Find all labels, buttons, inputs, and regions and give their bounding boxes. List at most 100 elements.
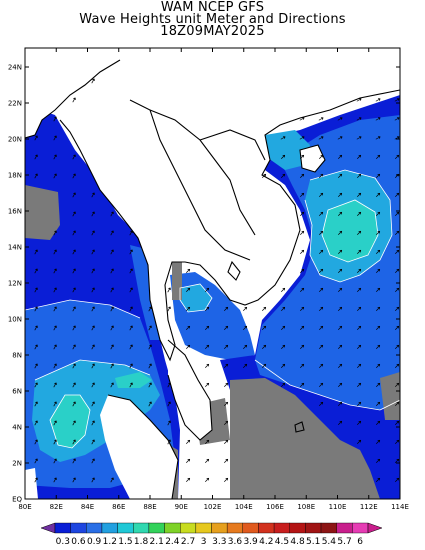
direction-arrow <box>167 420 171 426</box>
direction-arrow <box>375 458 381 464</box>
longitude-axis: 80E 82E 84E 86E 88E 90E 102E 104E 106E 108E 110E 11… <box>18 48 409 511</box>
direction-arrow <box>53 439 57 445</box>
direction-arrow <box>91 325 95 331</box>
direction-arrow <box>375 306 381 312</box>
direction-arrow <box>299 287 305 293</box>
land-mainland <box>60 48 400 360</box>
colorbar-label: 1.8 <box>134 537 149 547</box>
direction-arrow <box>148 401 152 407</box>
direction-arrow <box>53 363 57 369</box>
direction-arrow <box>394 136 400 140</box>
colorbar-swatch <box>195 522 212 534</box>
direction-arrow <box>72 439 76 445</box>
direction-arrow <box>91 439 95 445</box>
direction-arrow <box>261 363 267 369</box>
direction-arrow <box>129 363 133 369</box>
direction-arrow <box>318 306 324 312</box>
direction-arrow <box>375 98 381 102</box>
masked-ne <box>380 372 400 420</box>
colorbar-label: 1.2 <box>103 537 117 547</box>
direction-arrow <box>72 477 76 483</box>
lat-label: 18N <box>8 172 22 180</box>
direction-arrow <box>356 325 362 331</box>
direction-arrow <box>242 325 248 331</box>
direction-arrow <box>337 117 343 121</box>
direction-arrow <box>129 306 133 312</box>
direction-arrow <box>129 268 133 274</box>
colorbar-label: 3.6 <box>228 537 243 547</box>
direction-arrow <box>72 192 76 198</box>
direction-arrow <box>318 211 324 217</box>
ocean-west-peak <box>50 395 90 448</box>
colorbar-low-arrow <box>40 522 56 534</box>
land-sri-lanka <box>25 468 38 499</box>
direction-arrow <box>337 344 343 350</box>
direction-arrow <box>34 135 38 141</box>
direction-arrow <box>72 420 76 426</box>
colorbar-swatch <box>86 522 103 534</box>
direction-arrow <box>204 458 210 464</box>
direction-arrow <box>110 268 114 274</box>
direction-arrow <box>204 363 210 369</box>
direction-arrow <box>34 477 38 483</box>
direction-arrow <box>375 325 381 331</box>
colorbar-swatch <box>117 522 134 534</box>
direction-arrow <box>318 136 324 140</box>
direction-arrow <box>223 439 229 445</box>
direction-arrow <box>148 325 152 331</box>
ocean-hainan-high <box>265 130 310 170</box>
direction-arrow <box>110 249 114 255</box>
direction-arrow <box>356 401 362 407</box>
colorbar-label: 0.3 <box>56 537 70 547</box>
direction-arrow <box>394 439 400 445</box>
direction-arrow <box>204 344 210 350</box>
direction-arrow <box>53 401 57 407</box>
direction-arrow <box>299 249 305 255</box>
direction-arrow <box>318 173 324 179</box>
ocean-west-peak2 <box>115 372 152 388</box>
direction-arrow <box>299 173 305 179</box>
colorbar-swatch <box>101 522 118 534</box>
direction-arrow <box>91 363 95 369</box>
direction-arrow <box>129 344 133 350</box>
direction-arrow <box>261 306 267 312</box>
direction-arrow <box>34 401 38 407</box>
direction-arrow <box>72 97 76 103</box>
direction-arrow <box>356 98 362 102</box>
direction-arrow <box>337 136 343 140</box>
direction-arrow <box>299 136 305 140</box>
direction-arrow <box>356 363 362 369</box>
colorbar-swatch <box>133 522 150 534</box>
direction-arrow <box>53 344 57 350</box>
direction-arrow <box>337 173 343 179</box>
lon-label: 114E <box>391 503 409 511</box>
direction-arrow <box>337 268 343 274</box>
lat-label: 20N <box>8 136 22 144</box>
direction-arrow <box>356 382 362 388</box>
direction-arrow <box>53 306 57 312</box>
direction-arrow <box>185 344 191 350</box>
colorbar-swatch <box>164 522 181 534</box>
direction-arrow <box>91 192 95 198</box>
direction-arrow <box>318 268 324 274</box>
direction-arrow <box>394 458 400 464</box>
direction-arrow <box>356 439 362 445</box>
direction-arrow <box>280 363 286 369</box>
masked-gulf <box>172 262 182 300</box>
colorbar-swatch <box>148 522 165 534</box>
lat-label: EQ <box>12 496 22 504</box>
direction-arrow <box>375 230 381 236</box>
direction-arrow <box>356 211 362 217</box>
direction-arrow <box>337 363 343 369</box>
direction-arrow <box>167 306 171 312</box>
direction-arrow <box>72 325 76 331</box>
direction-arrow <box>375 344 381 350</box>
direction-arrow <box>34 344 38 350</box>
direction-arrow <box>110 477 114 483</box>
direction-arrow <box>280 287 286 293</box>
direction-arrow <box>129 249 133 255</box>
direction-arrow <box>72 173 76 179</box>
direction-arrow <box>280 136 286 140</box>
direction-arrow <box>280 154 286 160</box>
direction-arrow <box>91 78 95 84</box>
